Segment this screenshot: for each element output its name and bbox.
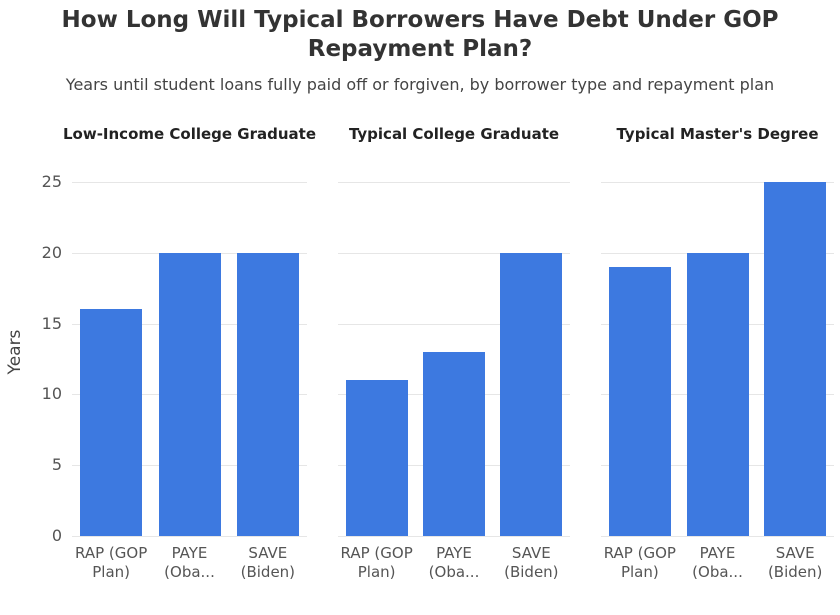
x-tick-label: SAVE (Biden) <box>240 544 296 581</box>
bar <box>80 309 143 536</box>
x-tick-label: RAP (GOP Plan) <box>340 544 413 581</box>
grid-line <box>72 536 307 537</box>
y-tick-label: 0 <box>51 526 62 545</box>
chart-title: How Long Will Typical Borrowers Have Deb… <box>61 7 779 62</box>
y-tick-label: 15 <box>41 313 62 333</box>
grid-line <box>601 536 834 537</box>
y-tick-label: 5 <box>51 455 62 475</box>
panel-title: Typical College Graduate <box>348 124 560 143</box>
bar <box>608 266 671 536</box>
x-tick-label: RAP (GOP Plan) <box>603 544 676 581</box>
bar <box>345 380 408 536</box>
chart-subtitle: Years until student loans fully paid off… <box>65 75 775 94</box>
x-tick-label: PAYE (Oba... <box>428 544 480 581</box>
x-tick-label: RAP (GOP Plan) <box>75 544 148 581</box>
x-tick-label: SAVE (Biden) <box>504 544 559 581</box>
bar <box>686 252 749 536</box>
panel-title: Typical Master's Degree <box>616 124 819 143</box>
bar <box>500 252 563 536</box>
bar <box>764 182 827 536</box>
y-tick-label: 20 <box>41 242 62 262</box>
grid-line <box>72 182 307 183</box>
grid-line <box>601 182 834 183</box>
bar <box>158 252 221 536</box>
x-tick-label: SAVE (Biden) <box>767 544 823 581</box>
bar <box>236 252 299 536</box>
x-tick-label: PAYE (Oba... <box>692 544 743 581</box>
grid-line <box>338 323 570 325</box>
y-tick-label: 25 <box>41 172 62 191</box>
grid-line <box>338 252 570 254</box>
grid-line <box>338 536 570 537</box>
y-axis-label: Years <box>5 329 25 375</box>
y-tick-label: 10 <box>41 384 62 404</box>
grid-line <box>338 182 570 183</box>
x-tick-label: PAYE (Oba... <box>164 544 215 581</box>
bar <box>423 351 485 536</box>
panel-title: Low-Income College Graduate <box>62 124 317 143</box>
